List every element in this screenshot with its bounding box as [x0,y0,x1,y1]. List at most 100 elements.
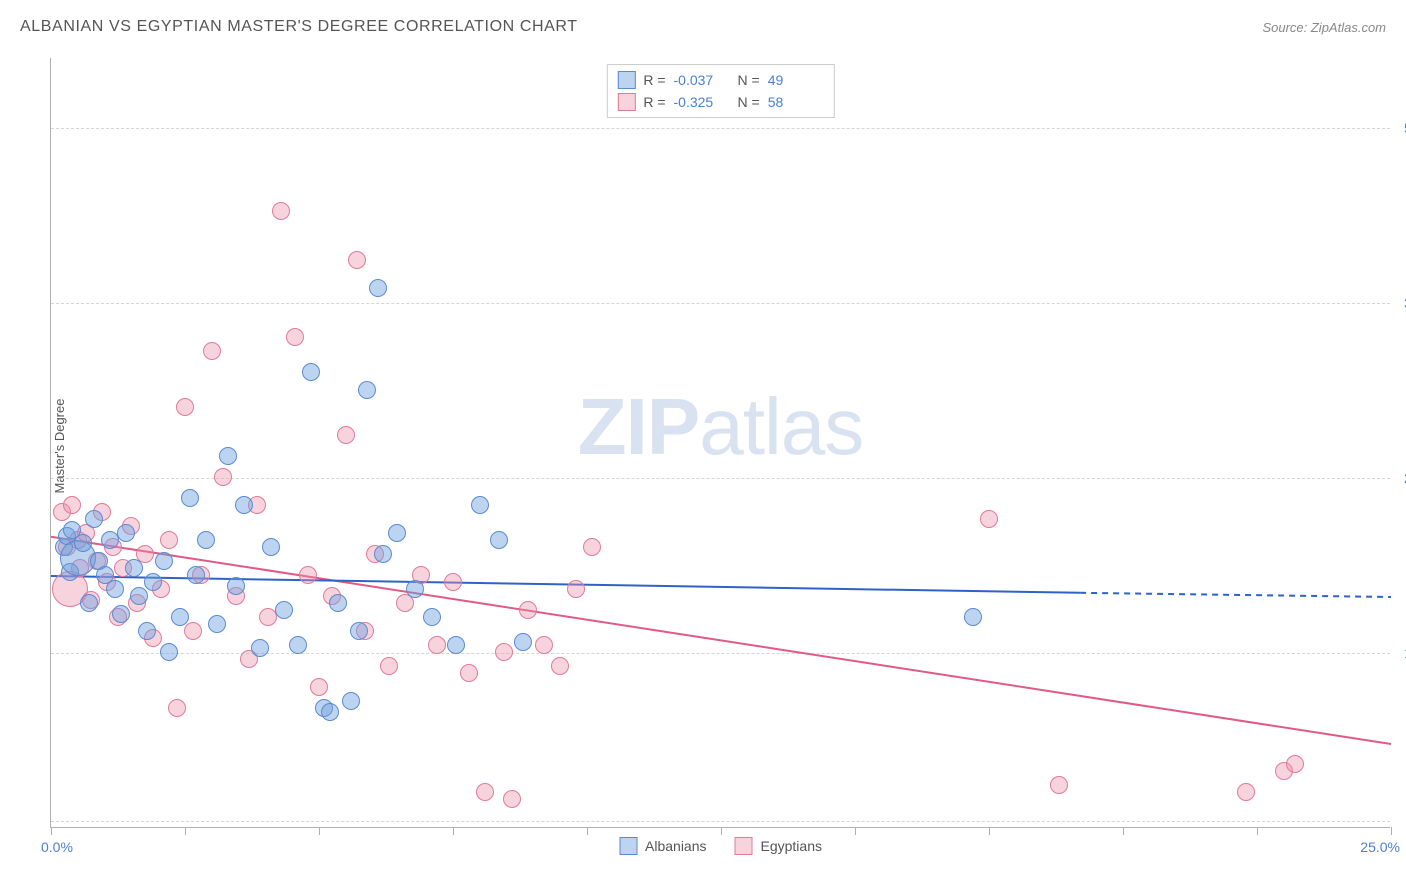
marker-albanians [181,489,199,507]
y-tick-label: 25.0% [1396,470,1406,486]
marker-albanians [125,559,143,577]
x-tick [51,827,52,835]
marker-albanians [106,580,124,598]
marker-egyptians [160,531,178,549]
marker-albanians [329,594,347,612]
plot-area: ZIPatlas R = -0.037 N = 49 R = -0.325 N … [50,58,1390,828]
legend-item-egyptians: Egyptians [735,837,822,855]
marker-albanians [262,538,280,556]
stats-legend: R = -0.037 N = 49 R = -0.325 N = 58 [606,64,834,118]
marker-albanians [350,622,368,640]
marker-egyptians [980,510,998,528]
marker-egyptians [495,643,513,661]
marker-egyptians [519,601,537,619]
marker-egyptians [168,699,186,717]
marker-albanians [219,447,237,465]
marker-egyptians [348,251,366,269]
marker-egyptians [476,783,494,801]
marker-albanians [197,531,215,549]
marker-egyptians [310,678,328,696]
legend-label-albanians: Albanians [645,838,707,854]
marker-albanians [289,636,307,654]
marker-egyptians [1286,755,1304,773]
marker-egyptians [503,790,521,808]
marker-albanians [447,636,465,654]
marker-albanians [160,643,178,661]
marker-albanians [138,622,156,640]
chart-title: ALBANIAN VS EGYPTIAN MASTER'S DEGREE COR… [20,18,578,36]
marker-egyptians [460,664,478,682]
marker-egyptians [214,468,232,486]
marker-albanians [275,601,293,619]
marker-egyptians [184,622,202,640]
x-tick [989,827,990,835]
marker-egyptians [299,566,317,584]
swatch-blue [617,71,635,89]
swatch-pink [617,93,635,111]
marker-albanians [144,573,162,591]
marker-egyptians [1050,776,1068,794]
x-tick-label-start: 0.0% [41,839,73,855]
marker-albanians [80,594,98,612]
trendline [1080,593,1391,597]
stat-label-r: R = [643,72,665,88]
marker-albanians [302,363,320,381]
marker-albanians [74,534,92,552]
trendlines-layer [51,58,1390,827]
marker-albanians [369,279,387,297]
marker-egyptians [272,202,290,220]
marker-albanians [130,587,148,605]
marker-albanians [321,703,339,721]
stat-value-n-egyptians: 58 [768,94,824,110]
trendline [51,537,1391,744]
x-tick [1257,827,1258,835]
stat-value-n-albanians: 49 [768,72,824,88]
marker-albanians [423,608,441,626]
marker-egyptians [551,657,569,675]
marker-albanians [187,566,205,584]
x-tick [185,827,186,835]
y-tick-label: 50.0% [1396,120,1406,136]
stat-label-n: N = [738,72,760,88]
stat-label-n: N = [738,94,760,110]
marker-albanians [964,608,982,626]
marker-albanians [117,524,135,542]
x-tick [319,827,320,835]
marker-albanians [406,580,424,598]
x-tick [587,827,588,835]
x-tick [721,827,722,835]
x-tick [1391,827,1392,835]
x-tick [1123,827,1124,835]
marker-albanians [358,381,376,399]
marker-albanians [490,531,508,549]
marker-albanians [155,552,173,570]
marker-albanians [388,524,406,542]
marker-egyptians [337,426,355,444]
swatch-blue [619,837,637,855]
marker-egyptians [567,580,585,598]
marker-albanians [171,608,189,626]
marker-egyptians [444,573,462,591]
marker-albanians [374,545,392,563]
stat-value-r-albanians: -0.037 [674,72,730,88]
marker-albanians [85,510,103,528]
swatch-pink [735,837,753,855]
stats-row-albanians: R = -0.037 N = 49 [617,69,823,91]
series-legend: Albanians Egyptians [619,837,822,855]
stat-label-r: R = [643,94,665,110]
marker-egyptians [1237,783,1255,801]
x-tick [453,827,454,835]
legend-label-egyptians: Egyptians [761,838,822,854]
stat-value-r-egyptians: -0.325 [674,94,730,110]
marker-albanians [471,496,489,514]
marker-egyptians [176,398,194,416]
marker-egyptians [286,328,304,346]
y-tick-label: 12.5% [1396,645,1406,661]
legend-item-albanians: Albanians [619,837,707,855]
source-label: Source: ZipAtlas.com [1262,20,1386,35]
marker-egyptians [428,636,446,654]
marker-albanians [251,639,269,657]
marker-albanians [208,615,226,633]
marker-egyptians [63,496,81,514]
marker-albanians [112,605,130,623]
